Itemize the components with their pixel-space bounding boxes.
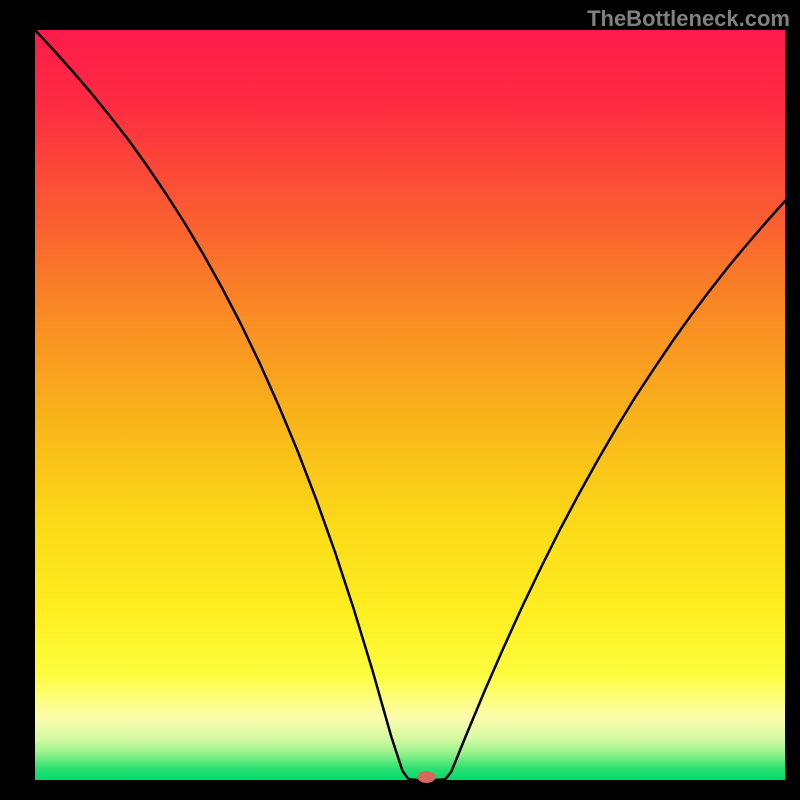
optimal-point-marker <box>418 771 436 783</box>
plot-background <box>35 30 785 780</box>
chart-container: TheBottleneck.com <box>0 0 800 800</box>
watermark-text: TheBottleneck.com <box>587 6 790 32</box>
bottleneck-chart <box>0 0 800 800</box>
